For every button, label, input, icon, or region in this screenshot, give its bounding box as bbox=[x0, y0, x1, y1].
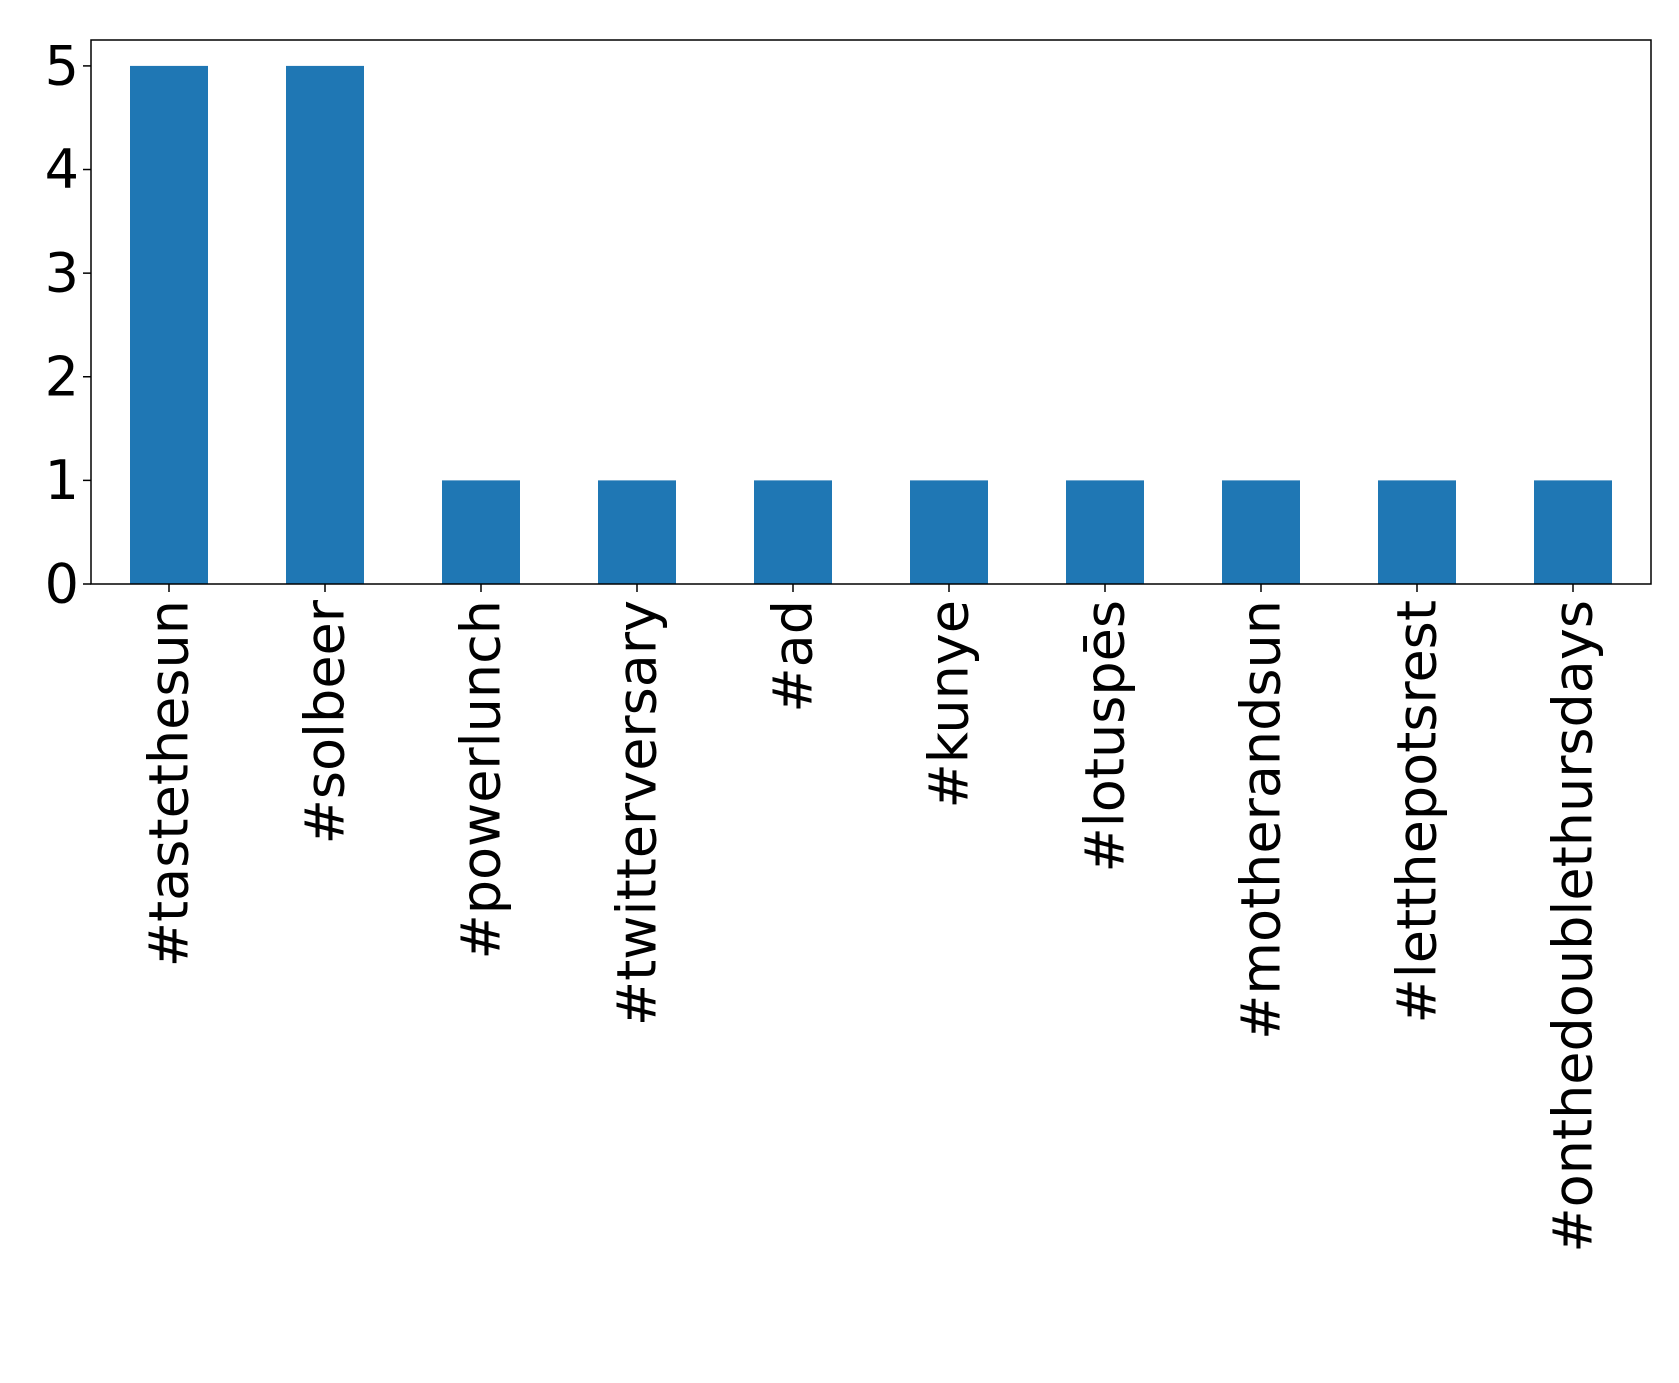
x-tick-label-0: #tastethesun bbox=[138, 600, 201, 967]
bar-5 bbox=[910, 480, 988, 584]
bar-1 bbox=[286, 65, 364, 584]
x-tick-label-2: #powerlunch bbox=[450, 600, 513, 960]
x-tick-label-7: #motherandsun bbox=[1230, 600, 1293, 1040]
y-tick-label-3: 3 bbox=[45, 242, 79, 305]
x-tick-label-8: #letthepotsrest bbox=[1386, 600, 1449, 1023]
y-tick-label-5: 5 bbox=[45, 34, 79, 97]
x-axis: #tastethesun #solbeer #powerlunch #twitterv… bbox=[138, 584, 1605, 1253]
x-tick-label-3: #twitterversary bbox=[606, 600, 669, 1026]
y-tick-label-2: 2 bbox=[45, 345, 79, 408]
bar-0 bbox=[130, 65, 208, 584]
x-tick-label-6: #lotuspēs bbox=[1074, 600, 1137, 872]
bar-2 bbox=[442, 480, 520, 584]
bar-4 bbox=[754, 480, 832, 584]
y-tick-label-0: 0 bbox=[45, 553, 79, 616]
plot-frame bbox=[90, 39, 1652, 585]
bar-3 bbox=[598, 480, 676, 584]
x-tick-label-4: #ad bbox=[762, 600, 825, 713]
bar-6 bbox=[1066, 480, 1144, 584]
y-tick-label-4: 4 bbox=[45, 138, 79, 201]
x-tick-label-1: #solbeer bbox=[294, 599, 357, 844]
x-tick-label-5: #kunye bbox=[918, 600, 981, 809]
bar-8 bbox=[1378, 480, 1456, 584]
bar-7 bbox=[1222, 480, 1300, 584]
bar-9 bbox=[1534, 480, 1612, 584]
x-tick-label-9: #onthedoublethursdays bbox=[1542, 600, 1605, 1253]
y-axis: 0 1 2 3 4 5 bbox=[45, 34, 91, 616]
y-tick-label-1: 1 bbox=[45, 449, 79, 512]
bars-layer bbox=[130, 65, 1612, 584]
